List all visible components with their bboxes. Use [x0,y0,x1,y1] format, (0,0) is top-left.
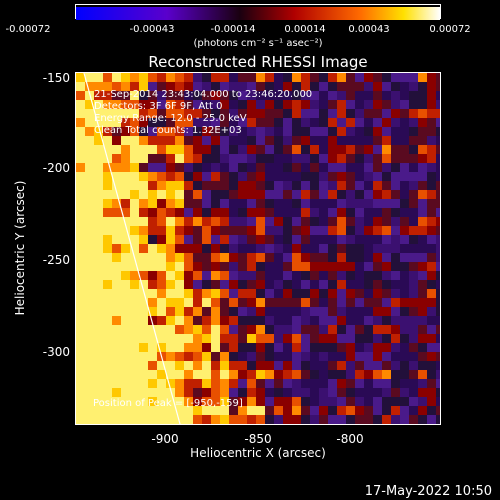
x-tick-label: -800 [336,432,364,446]
plot-title: Reconstructed RHESSI Image [148,53,368,71]
x-axis-label: Heliocentric X (arcsec) [190,446,326,460]
y-axis-label: Heliocentric Y (arcsec) [13,180,27,316]
plot-area [75,72,441,425]
x-tick-label: -850 [244,432,272,446]
solar-limb-line [83,73,181,424]
colorbar-gradient [76,7,440,20]
colorbar-units: (photons cm⁻² s⁻¹ asec⁻²) [193,38,323,49]
footer-timestamp: 17-May-2022 10:50 [364,484,492,499]
x-tick-label: -900 [151,432,179,446]
info-time-range: 21-Sep-2014 23:43:04.000 to 23:46:20.000 [94,89,313,100]
colorbar-tick-label: 0.00043 [348,24,390,35]
colorbar [75,4,441,20]
y-tick-label: -300 [42,345,70,359]
colorbar-tick-label: 0.00072 [429,24,471,35]
colorbar-tick-label: -0.00014 [210,24,256,35]
heatmap-image [76,73,440,424]
info-energy-range: Energy Range: 12.0 - 25.0 keV [94,113,247,124]
y-tick-label: -150 [42,71,70,85]
info-algorithm-counts: Clean Total counts: 1.32E+03 [94,125,242,136]
colorbar-tick-label: -0.00072 [5,24,51,35]
info-detectors: Detectors: 3F 6F 9F, Att 0 [94,101,223,112]
colorbar-tick-label: -0.00043 [129,24,175,35]
y-tick-label: -200 [42,161,70,175]
peak-position: Position of Peak = [-950,-159] [93,398,243,409]
y-tick-label: -250 [42,253,70,267]
colorbar-tick-label: 0.00014 [284,24,326,35]
